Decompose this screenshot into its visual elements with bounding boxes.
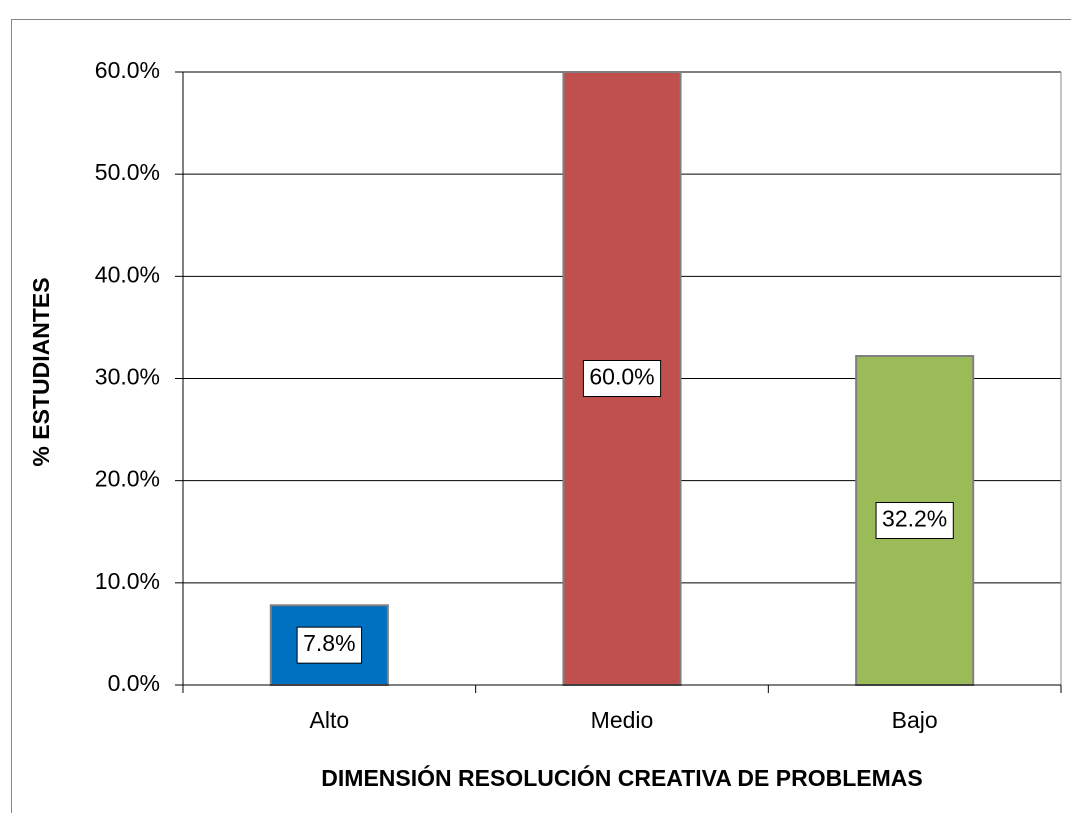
value-label-box (582, 360, 662, 397)
value-label-box (296, 626, 363, 664)
y-tick-label: 0.0% (108, 670, 160, 696)
y-tick-label: 40.0% (95, 261, 160, 287)
chart-frame (11, 19, 1071, 813)
x-tick-label: Alto (310, 707, 350, 733)
value-label: 32.2% (882, 506, 947, 532)
value-label: 7.8% (303, 630, 355, 656)
y-tick-label: 20.0% (95, 466, 160, 492)
y-tick-label: 30.0% (95, 364, 160, 390)
y-axis-title: % ESTUDIANTES (28, 277, 54, 466)
value-label-box (875, 502, 954, 540)
x-tick-label: Bajo (892, 707, 938, 733)
y-tick-label: 50.0% (95, 159, 160, 185)
x-axis-title: DIMENSIÓN RESOLUCIÓN CREATIVA DE PROBLEM… (321, 764, 922, 791)
y-tick-label: 60.0% (95, 57, 160, 83)
value-label: 60.0% (589, 364, 654, 390)
y-tick-label: 10.0% (95, 568, 160, 594)
x-tick-label: Medio (591, 707, 654, 733)
